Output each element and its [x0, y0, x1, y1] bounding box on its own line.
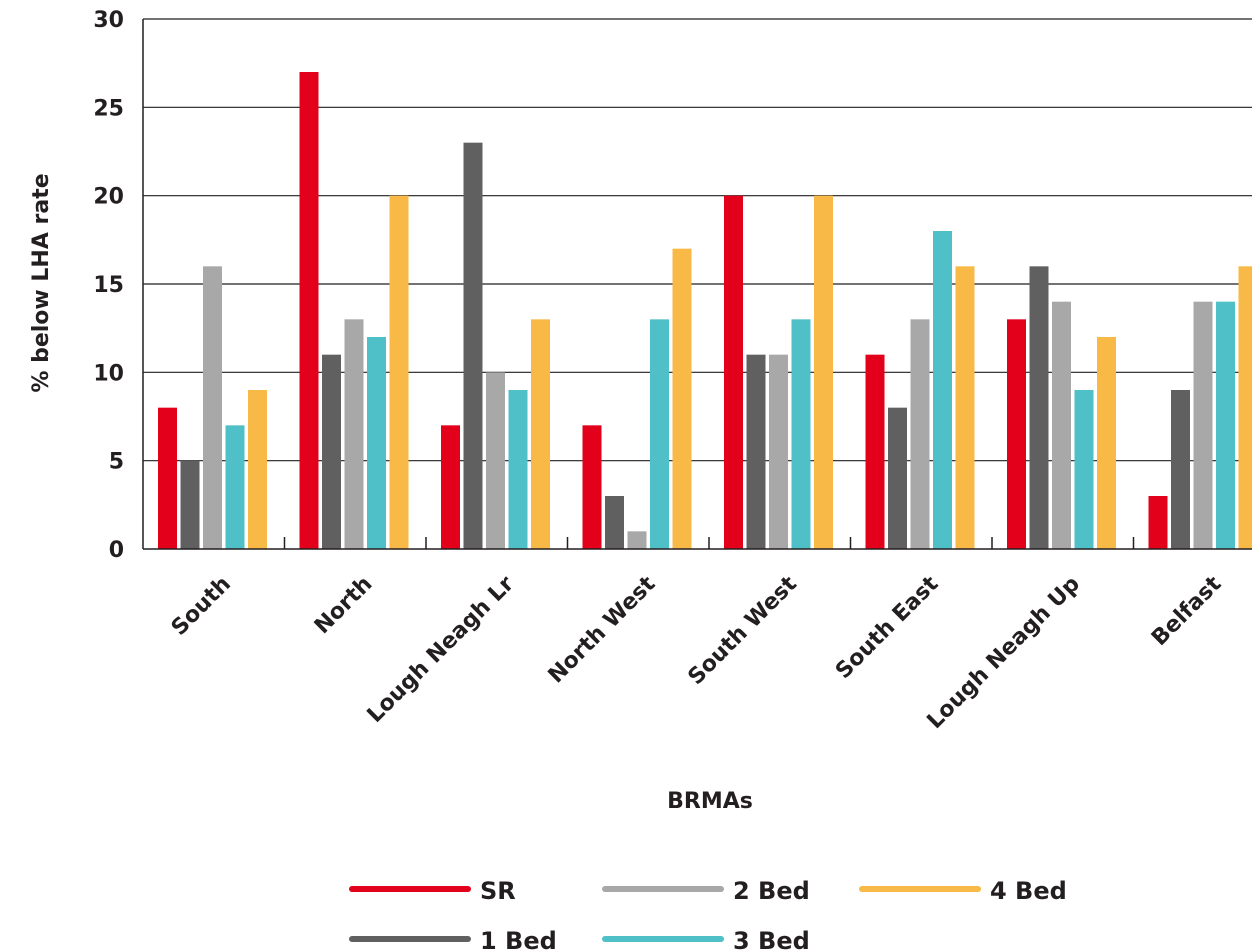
bar-2-bed — [910, 319, 930, 549]
x-tick-label: South East — [831, 571, 944, 684]
x-tick-label: Belfast — [1147, 571, 1227, 651]
bar-3-bed — [791, 319, 811, 549]
x-tick-label: Lough Neagh Lr — [363, 571, 519, 727]
bar-4-bed — [389, 195, 409, 549]
bar-sr — [865, 354, 885, 549]
bar-4-bed — [955, 266, 975, 549]
bar-2-bed — [344, 319, 364, 549]
bar-sr — [1148, 496, 1168, 549]
y-tick-labels: 0 5 10 15 20 25 30 — [93, 8, 124, 563]
legend-label: 2 Bed — [733, 877, 810, 905]
bar-2-bed — [1052, 301, 1071, 549]
bar-sr — [299, 72, 319, 549]
bar-3-bed — [933, 231, 952, 549]
bars — [158, 72, 1252, 549]
bar-1-bed — [322, 354, 341, 549]
axes — [142, 19, 1252, 550]
bar-2-bed — [769, 354, 788, 549]
bar-4-bed — [531, 319, 550, 549]
y-tick-label: 25 — [93, 96, 124, 121]
y-tick-label: 20 — [93, 185, 124, 210]
bar-1-bed — [888, 407, 907, 549]
legend-label: 1 Bed — [480, 927, 557, 951]
bar-1-bed — [605, 496, 624, 549]
bar-3-bed — [1216, 301, 1235, 549]
x-tick-label: South — [167, 572, 236, 641]
y-tick-label: 10 — [93, 361, 124, 386]
x-tick-label: South West — [684, 571, 803, 690]
x-axis-title: BRMAs — [667, 789, 753, 814]
bar-1-bed — [1029, 266, 1049, 549]
bar-3-bed — [367, 337, 386, 549]
y-tick-label: 15 — [93, 273, 124, 298]
bar-2-bed — [203, 266, 222, 549]
legend-label: 3 Bed — [733, 927, 810, 951]
bar-4-bed — [1097, 337, 1116, 549]
y-axis-title: % below LHA rate — [29, 173, 54, 392]
bar-sr — [582, 425, 602, 549]
bar-4-bed — [248, 390, 267, 549]
x-tick-label: North — [310, 572, 378, 640]
bar-2-bed — [627, 531, 647, 549]
x-tick-label: Lough Neagh Up — [923, 572, 1085, 734]
legend-label: SR — [480, 877, 516, 905]
legend: SR 1 Bed 2 Bed 3 Bed 4 Bed — [349, 877, 1067, 951]
legend-label: 4 Bed — [990, 877, 1067, 905]
bar-sr — [1007, 319, 1026, 549]
bar-sr — [724, 195, 743, 549]
y-tick-label: 30 — [93, 8, 124, 33]
bar-sr — [441, 425, 460, 549]
bar-3-bed — [508, 390, 528, 549]
bar-4-bed — [1238, 266, 1252, 549]
bar-3-bed — [225, 425, 245, 549]
bar-2-bed — [486, 372, 505, 549]
bar-sr — [158, 407, 177, 549]
bar-2-bed — [1193, 301, 1213, 549]
y-tick-label: 0 — [109, 538, 124, 563]
bar-4-bed — [814, 195, 833, 549]
bar-1-bed — [1171, 390, 1190, 549]
bar-3-bed — [1074, 390, 1094, 549]
x-tick-label: North West — [544, 571, 661, 688]
bar-3-bed — [650, 319, 669, 549]
y-tick-label: 5 — [109, 450, 124, 475]
bar-1-bed — [463, 142, 483, 549]
bar-1-bed — [180, 460, 200, 549]
bar-1-bed — [746, 354, 766, 549]
bar-4-bed — [672, 248, 692, 549]
